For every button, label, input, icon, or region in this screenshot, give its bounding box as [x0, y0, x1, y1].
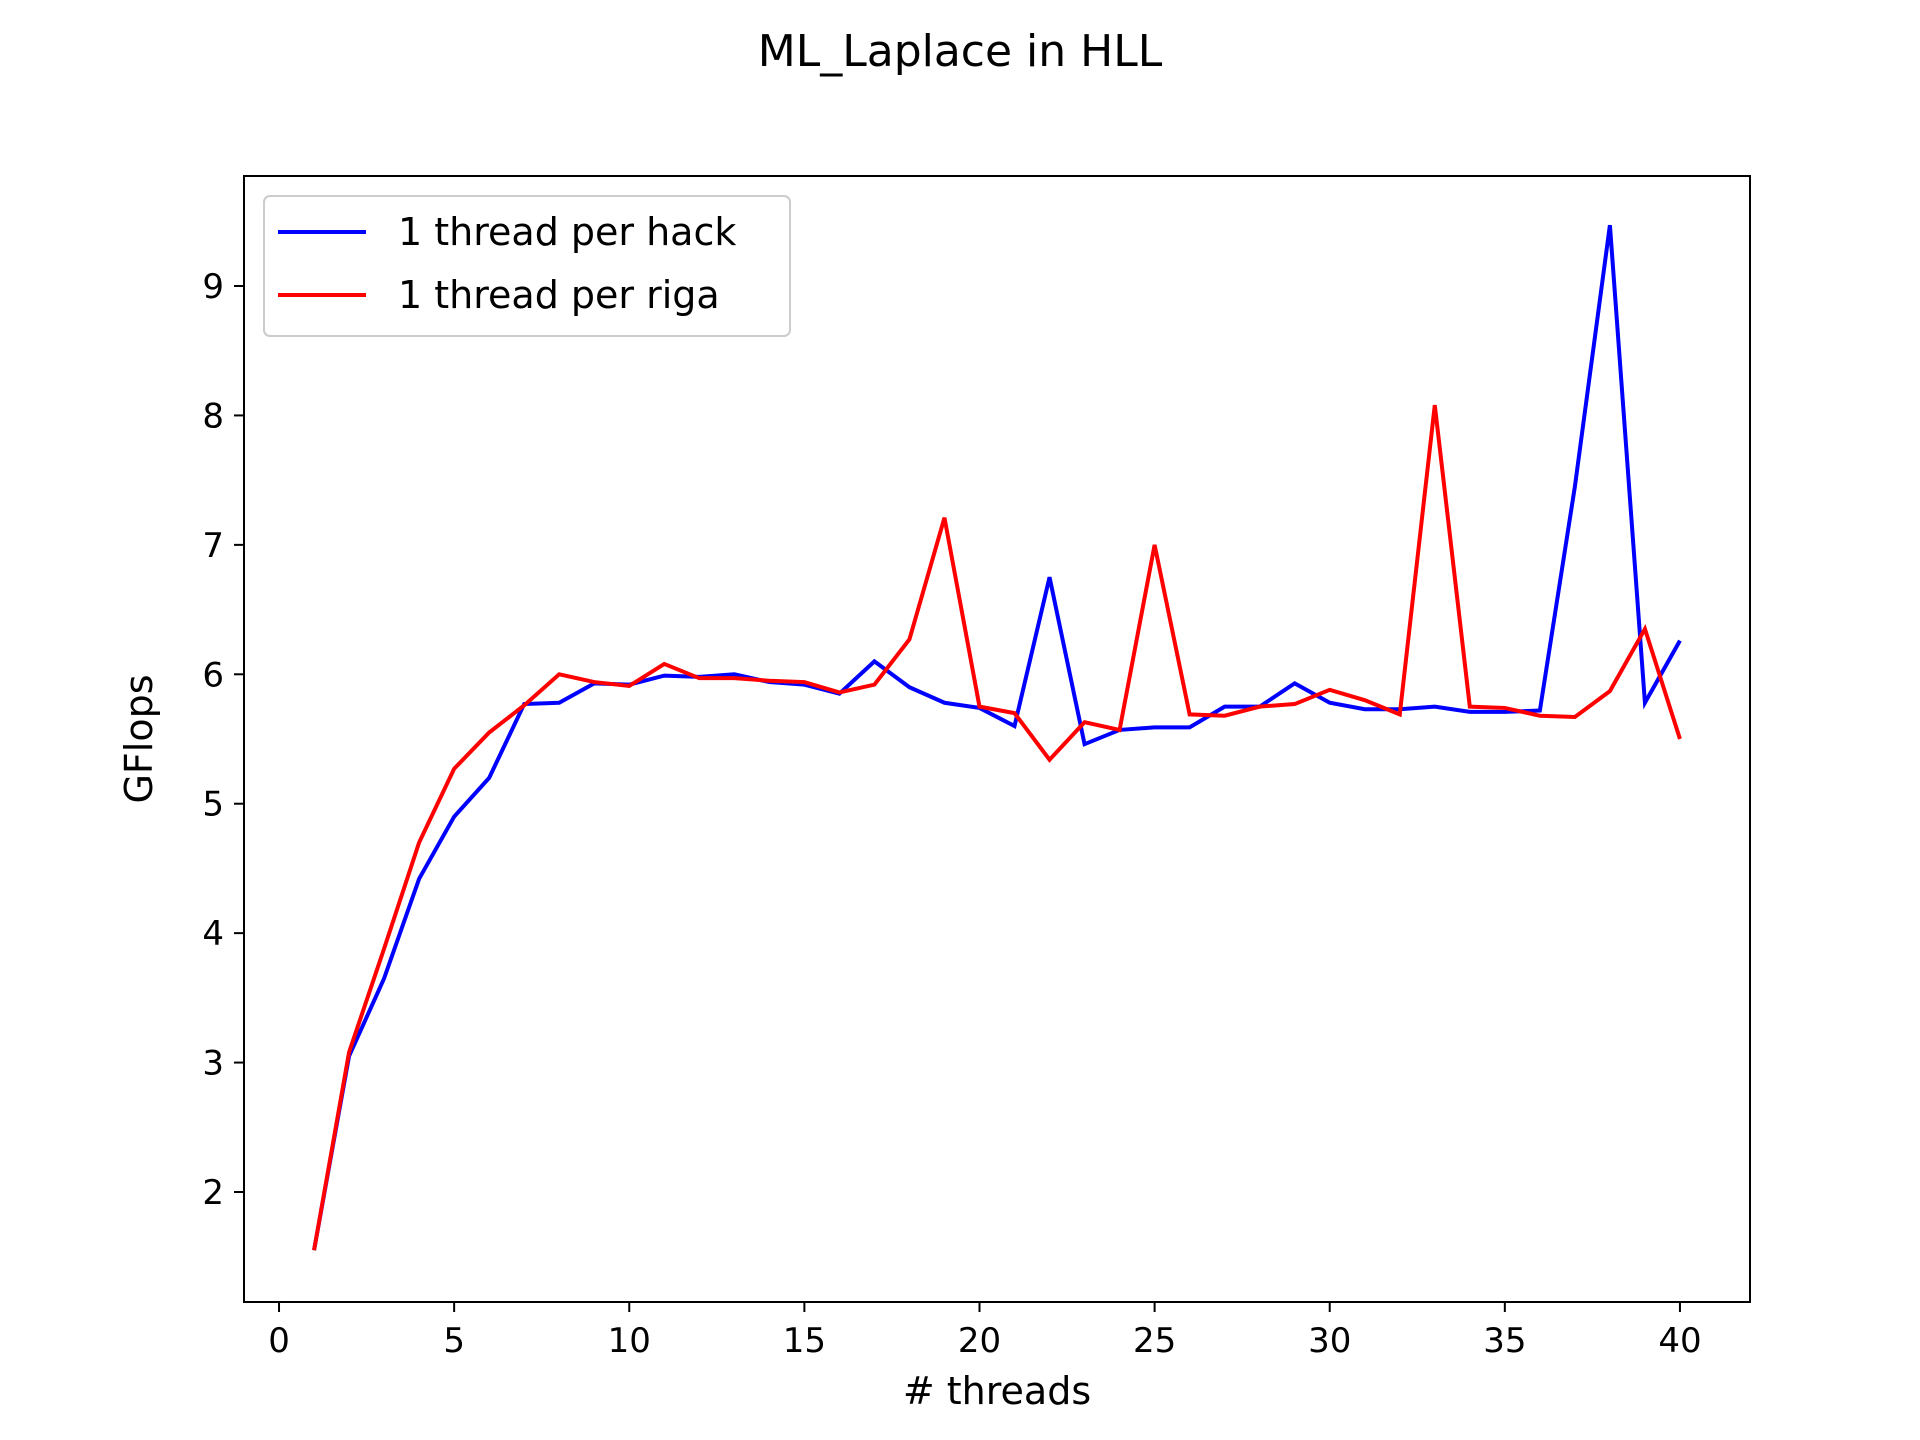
x-tick-label: 5	[443, 1321, 465, 1361]
y-tick-label: 2	[202, 1173, 224, 1213]
plot-area-frame	[243, 175, 1751, 1303]
legend-label: 1 thread per riga	[398, 273, 720, 317]
x-tick-label: 0	[268, 1321, 290, 1361]
x-tick-label: 35	[1483, 1321, 1526, 1361]
y-tick-label: 6	[202, 655, 224, 695]
x-tick-label: 30	[1308, 1321, 1351, 1361]
legend-box	[263, 195, 791, 337]
x-tick-label: 15	[783, 1321, 826, 1361]
y-tick-label: 8	[202, 396, 224, 436]
y-axis: 2 3 4 5 6 7 8 9	[202, 267, 244, 1213]
series-line-1-thread-per-hack	[312, 224, 1682, 1251]
y-tick-label: 4	[202, 914, 224, 954]
y-tick-label: 5	[202, 785, 224, 825]
series-line-1-thread-per-riga	[312, 404, 1682, 1251]
y-tick-label: 3	[202, 1044, 224, 1084]
y-axis-title: GFlops	[117, 674, 161, 803]
legend: 1 thread per hack 1 thread per riga	[263, 195, 791, 337]
x-tick-label: 40	[1658, 1321, 1701, 1361]
y-tick-label: 7	[202, 526, 224, 566]
y-tick-label: 9	[202, 267, 224, 307]
chart-title: ML_Laplace in HLL	[758, 26, 1163, 77]
legend-label: 1 thread per hack	[398, 210, 736, 254]
x-axis: 0 5 10 15 20 25 30 35 40	[268, 1302, 1702, 1361]
series-layer	[312, 224, 1682, 1251]
x-tick-label: 25	[1133, 1321, 1176, 1361]
x-tick-label: 10	[608, 1321, 651, 1361]
x-tick-label: 20	[958, 1321, 1001, 1361]
x-axis-title: # threads	[903, 1369, 1091, 1413]
